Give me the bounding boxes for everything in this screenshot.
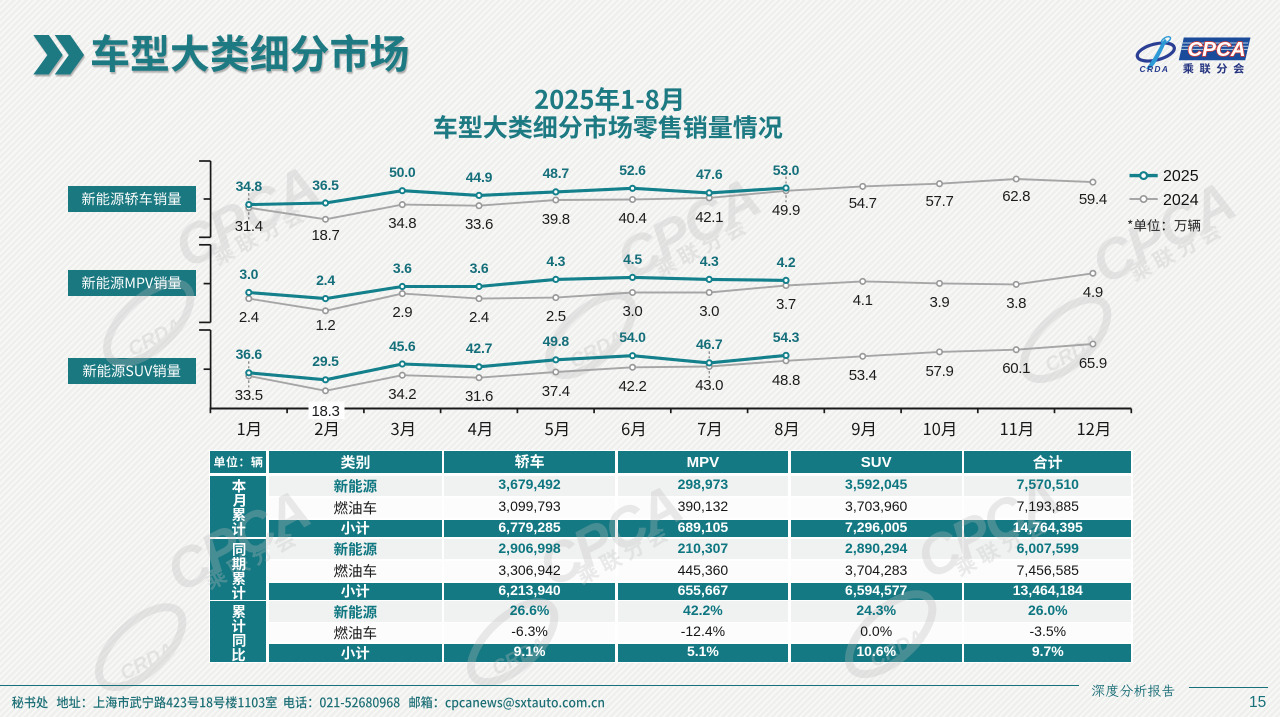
svg-text:CRDA: CRDA	[1140, 64, 1170, 74]
svg-text:CPCA: CPCA	[1188, 38, 1246, 61]
